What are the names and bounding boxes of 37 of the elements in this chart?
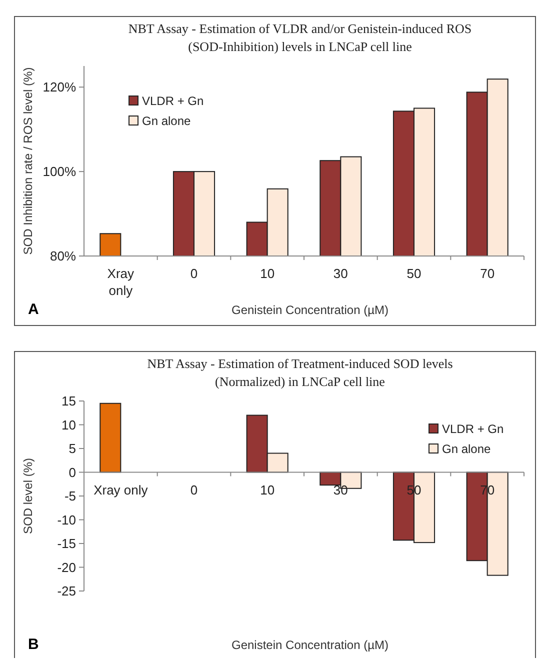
y-tick-label: -15 — [57, 536, 76, 552]
legend-label: Gn alone — [142, 114, 192, 128]
x-tick-label: Xray only — [107, 266, 135, 298]
y-axis-title: SOD Inhibition rate / ROS level (%) — [21, 67, 35, 255]
y-tick-label: 15 — [62, 394, 76, 409]
legend-label: Gn alone — [442, 442, 492, 456]
x-tick-label: Xray only — [94, 482, 148, 498]
y-tick-label: 80% — [50, 248, 76, 264]
bar — [100, 402, 122, 473]
y-tick-label: 100% — [42, 164, 76, 180]
x-tick-label: 50 — [406, 482, 422, 498]
y-tick-label: 10 — [62, 417, 76, 432]
chart-title: NBT Assay - Estimation of VLDR and/or Genistein-induced ROS (SOD-Inhibition) levels in LNCaP cell line — [128, 21, 472, 54]
x-tick-label: 10 — [260, 482, 275, 498]
x-tick-label: 0 — [190, 482, 198, 498]
x-axis-title: Genistein Concentration (µM) — [232, 303, 388, 317]
x-tick-label: 30 — [333, 482, 348, 498]
x-tick-label: 0 — [190, 266, 198, 281]
x-tick-label: 10 — [260, 266, 275, 281]
text: B — [28, 636, 39, 653]
y-tick-label: 0 — [68, 464, 76, 480]
legend-label: VLDR + Gn — [142, 94, 204, 108]
legend-label: VLDR + Gn — [442, 422, 504, 436]
chart-title: NBT Assay - Estimation of Treatment-induced SOD levels (Normalized) in LNCaP cell line — [147, 356, 453, 389]
y-tick-label: -20 — [57, 560, 76, 575]
text: A — [28, 301, 39, 318]
y-tick-label: -5 — [64, 488, 76, 504]
y-tick-label: 5 — [68, 441, 76, 456]
y-axis-title: SOD level (%) — [21, 458, 35, 534]
x-axis-title: Genistein Concentration (µM) — [232, 638, 388, 652]
y-tick-label: -10 — [57, 512, 76, 528]
y-tick-label: 120% — [42, 80, 76, 95]
x-tick-label: 70 — [480, 482, 495, 498]
x-tick-label: 50 — [406, 266, 422, 281]
x-tick-label: 70 — [480, 266, 495, 281]
x-tick-label: 30 — [333, 266, 348, 281]
y-tick-label: -25 — [57, 584, 76, 599]
